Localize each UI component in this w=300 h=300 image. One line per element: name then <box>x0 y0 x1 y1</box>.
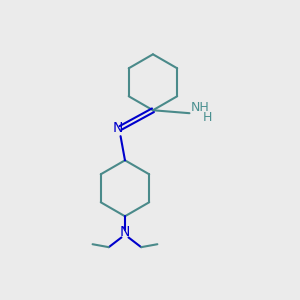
Text: H: H <box>203 110 212 124</box>
Text: N: N <box>120 225 130 239</box>
Text: NH: NH <box>190 101 209 114</box>
Text: N: N <box>113 121 123 135</box>
